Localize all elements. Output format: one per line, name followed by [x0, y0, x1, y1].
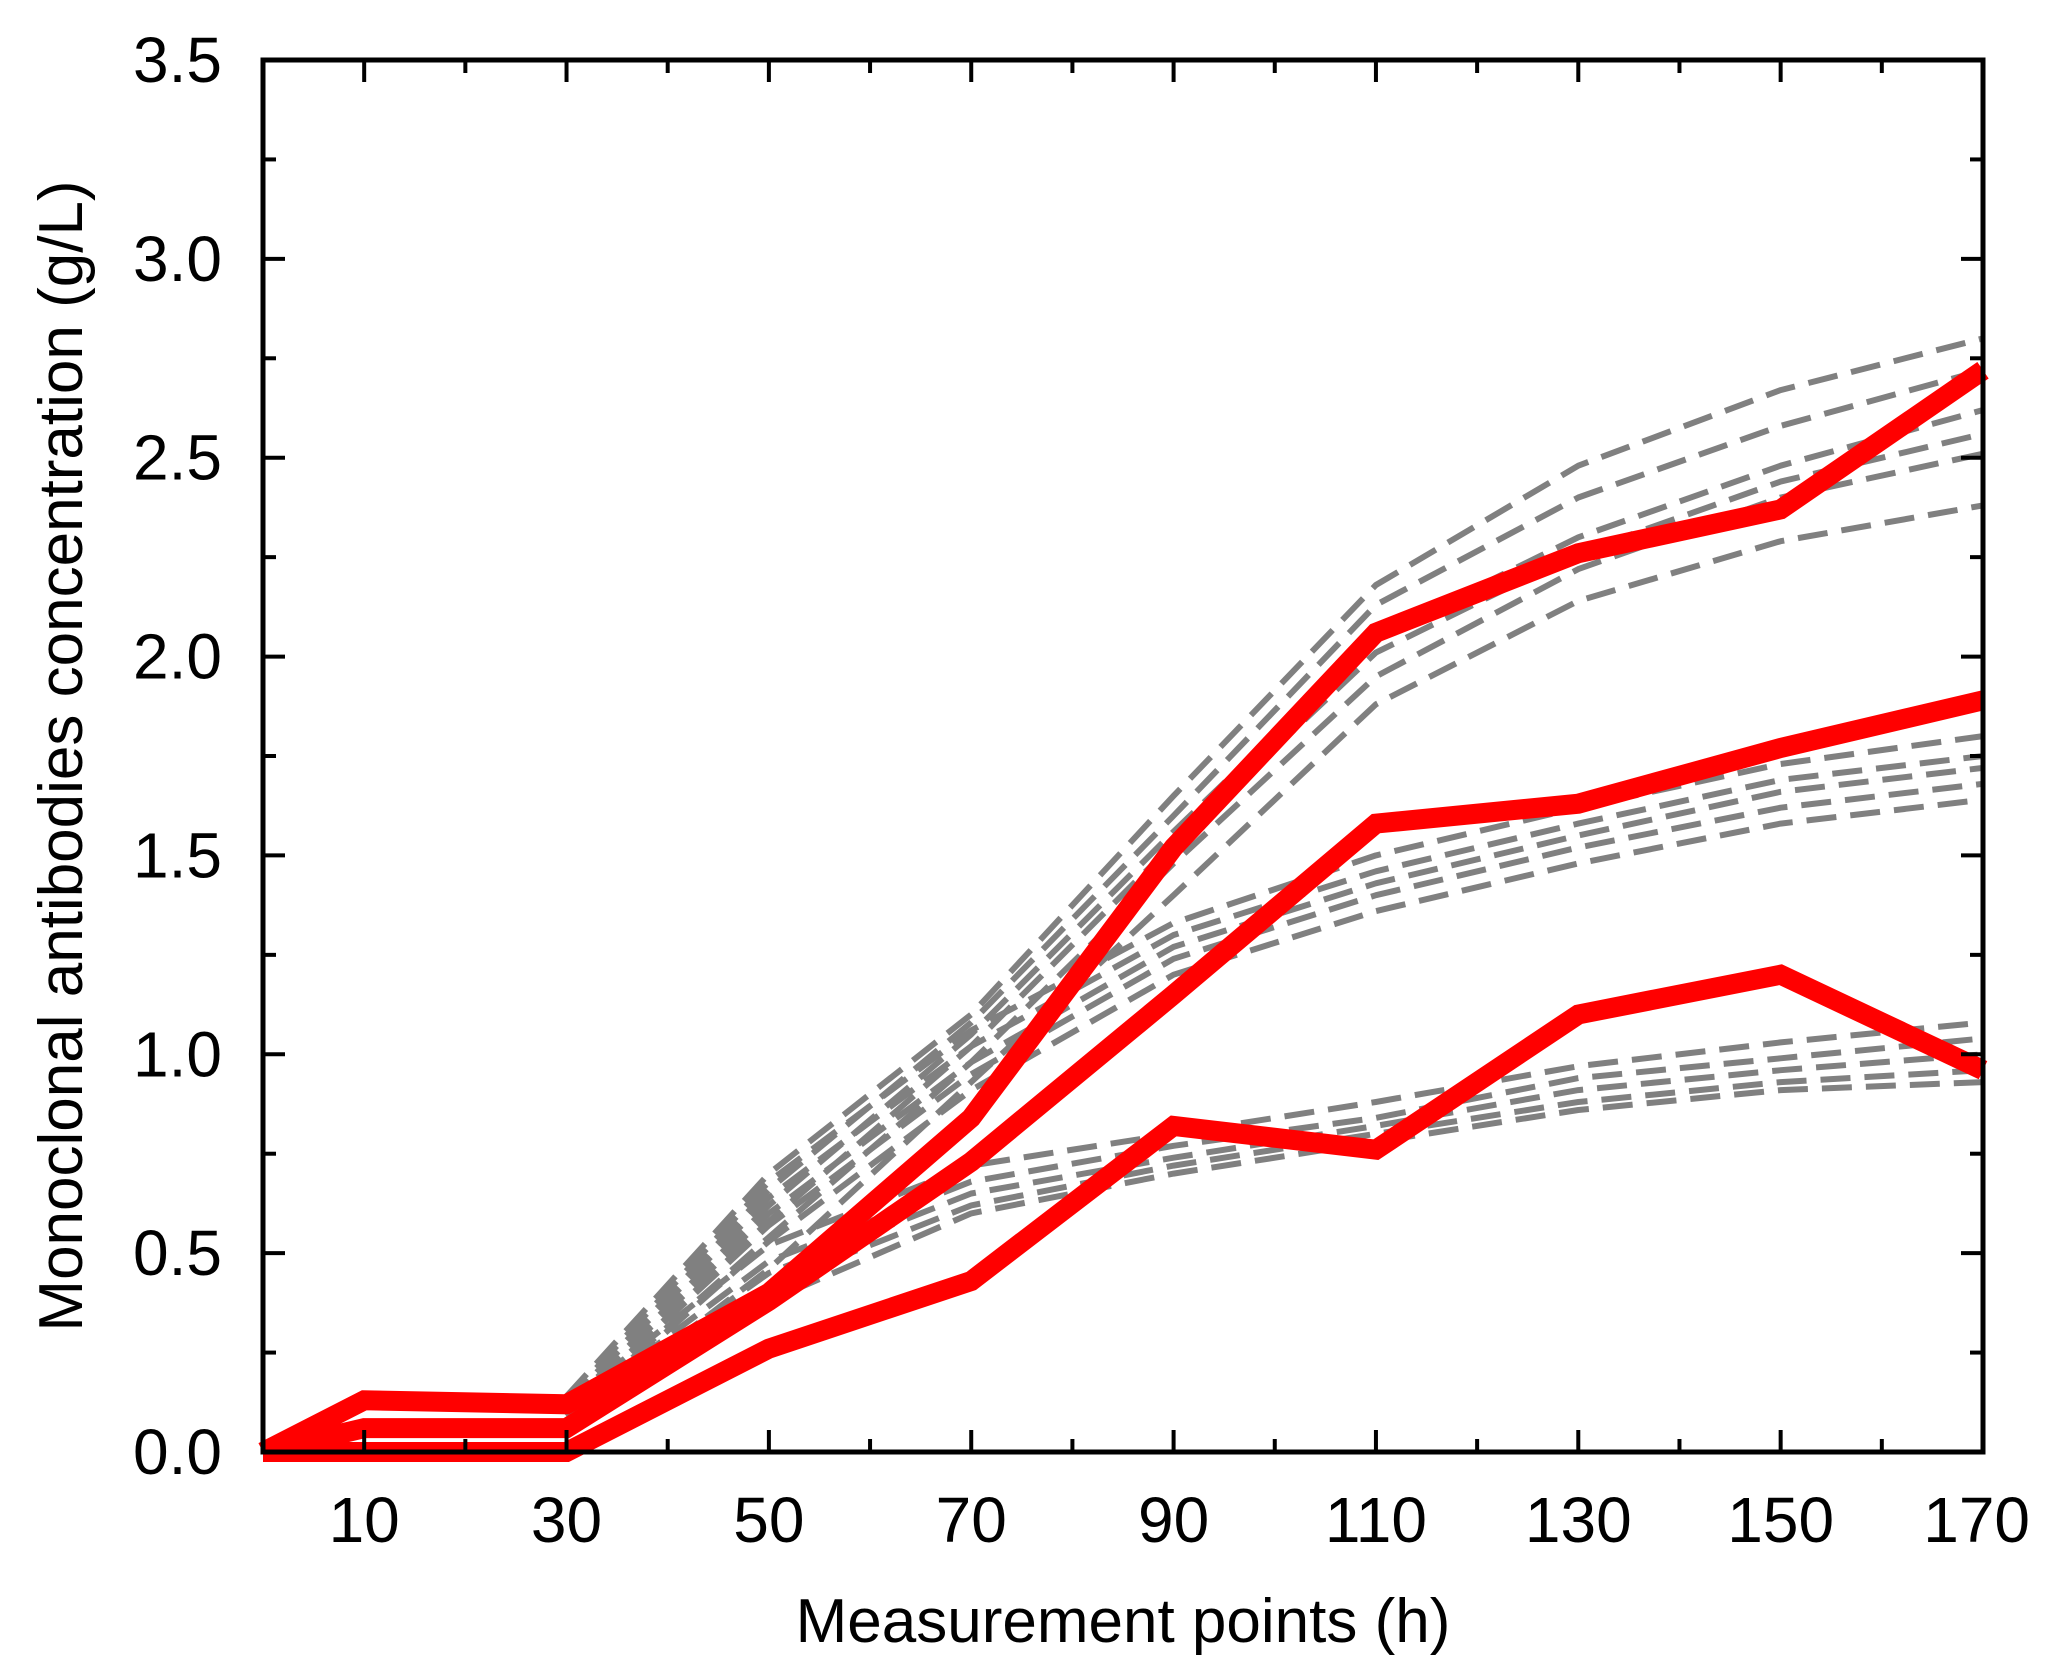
simulated-line-sim-low-1	[564, 1019, 1984, 1407]
y-tick-label: 0.5	[133, 1217, 222, 1289]
simulated-line-sim-mid-2	[564, 753, 1984, 1407]
measured-series-layer	[258, 361, 1989, 1462]
tick-marks	[263, 60, 1983, 1452]
simulated-series-layer	[564, 335, 1984, 1431]
measured-line-measured-low	[263, 964, 1988, 1462]
y-tick-label: 1.0	[133, 1018, 222, 1090]
x-tick-label: 10	[329, 1484, 400, 1556]
y-axis-title: Monoclonal antibodies concentration (g/L…	[27, 180, 96, 1331]
simulated-line-sim-high-4	[564, 430, 1984, 1415]
x-tick-label: 50	[733, 1484, 804, 1556]
x-tick-label: 170	[1923, 1484, 2030, 1556]
x-tick-label: 30	[531, 1484, 602, 1556]
x-tick-label: 70	[936, 1484, 1007, 1556]
x-tick-labels: 10 30 50 70 90 110 130 150 170	[329, 1484, 2030, 1556]
y-tick-label: 3.5	[133, 24, 222, 96]
x-axis-title: Measurement points (h)	[796, 1587, 1451, 1656]
simulated-line-sim-mid-1	[564, 733, 1984, 1403]
x-tick-label: 110	[1325, 1484, 1427, 1556]
simulated-line-sim-mid-4	[564, 780, 1984, 1415]
simulated-line-sim-high-6	[564, 502, 1984, 1427]
y-tick-label: 2.5	[133, 422, 222, 494]
x-tick-label: 90	[1138, 1484, 1209, 1556]
measured-line-measured-mid	[260, 690, 1986, 1462]
y-tick-label: 2.0	[133, 621, 222, 693]
y-tick-label: 1.5	[133, 819, 222, 891]
simulated-line-sim-mid-3	[564, 764, 1984, 1411]
simulated-line-sim-low-4	[564, 1067, 1984, 1423]
simulated-line-sim-mid-5	[564, 796, 1984, 1423]
simulated-line-sim-high-1	[564, 335, 1984, 1399]
simulated-line-sim-high-2	[564, 367, 1984, 1407]
x-tick-label: 150	[1727, 1484, 1834, 1556]
measured-line-measured-high	[258, 361, 1989, 1461]
y-tick-labels: 0.0 0.5 1.0 1.5 2.0 2.5 3.0 3.5	[133, 24, 222, 1488]
y-tick-label: 3.0	[133, 223, 222, 295]
y-tick-label: 0.0	[133, 1416, 222, 1488]
x-tick-label: 130	[1525, 1484, 1632, 1556]
